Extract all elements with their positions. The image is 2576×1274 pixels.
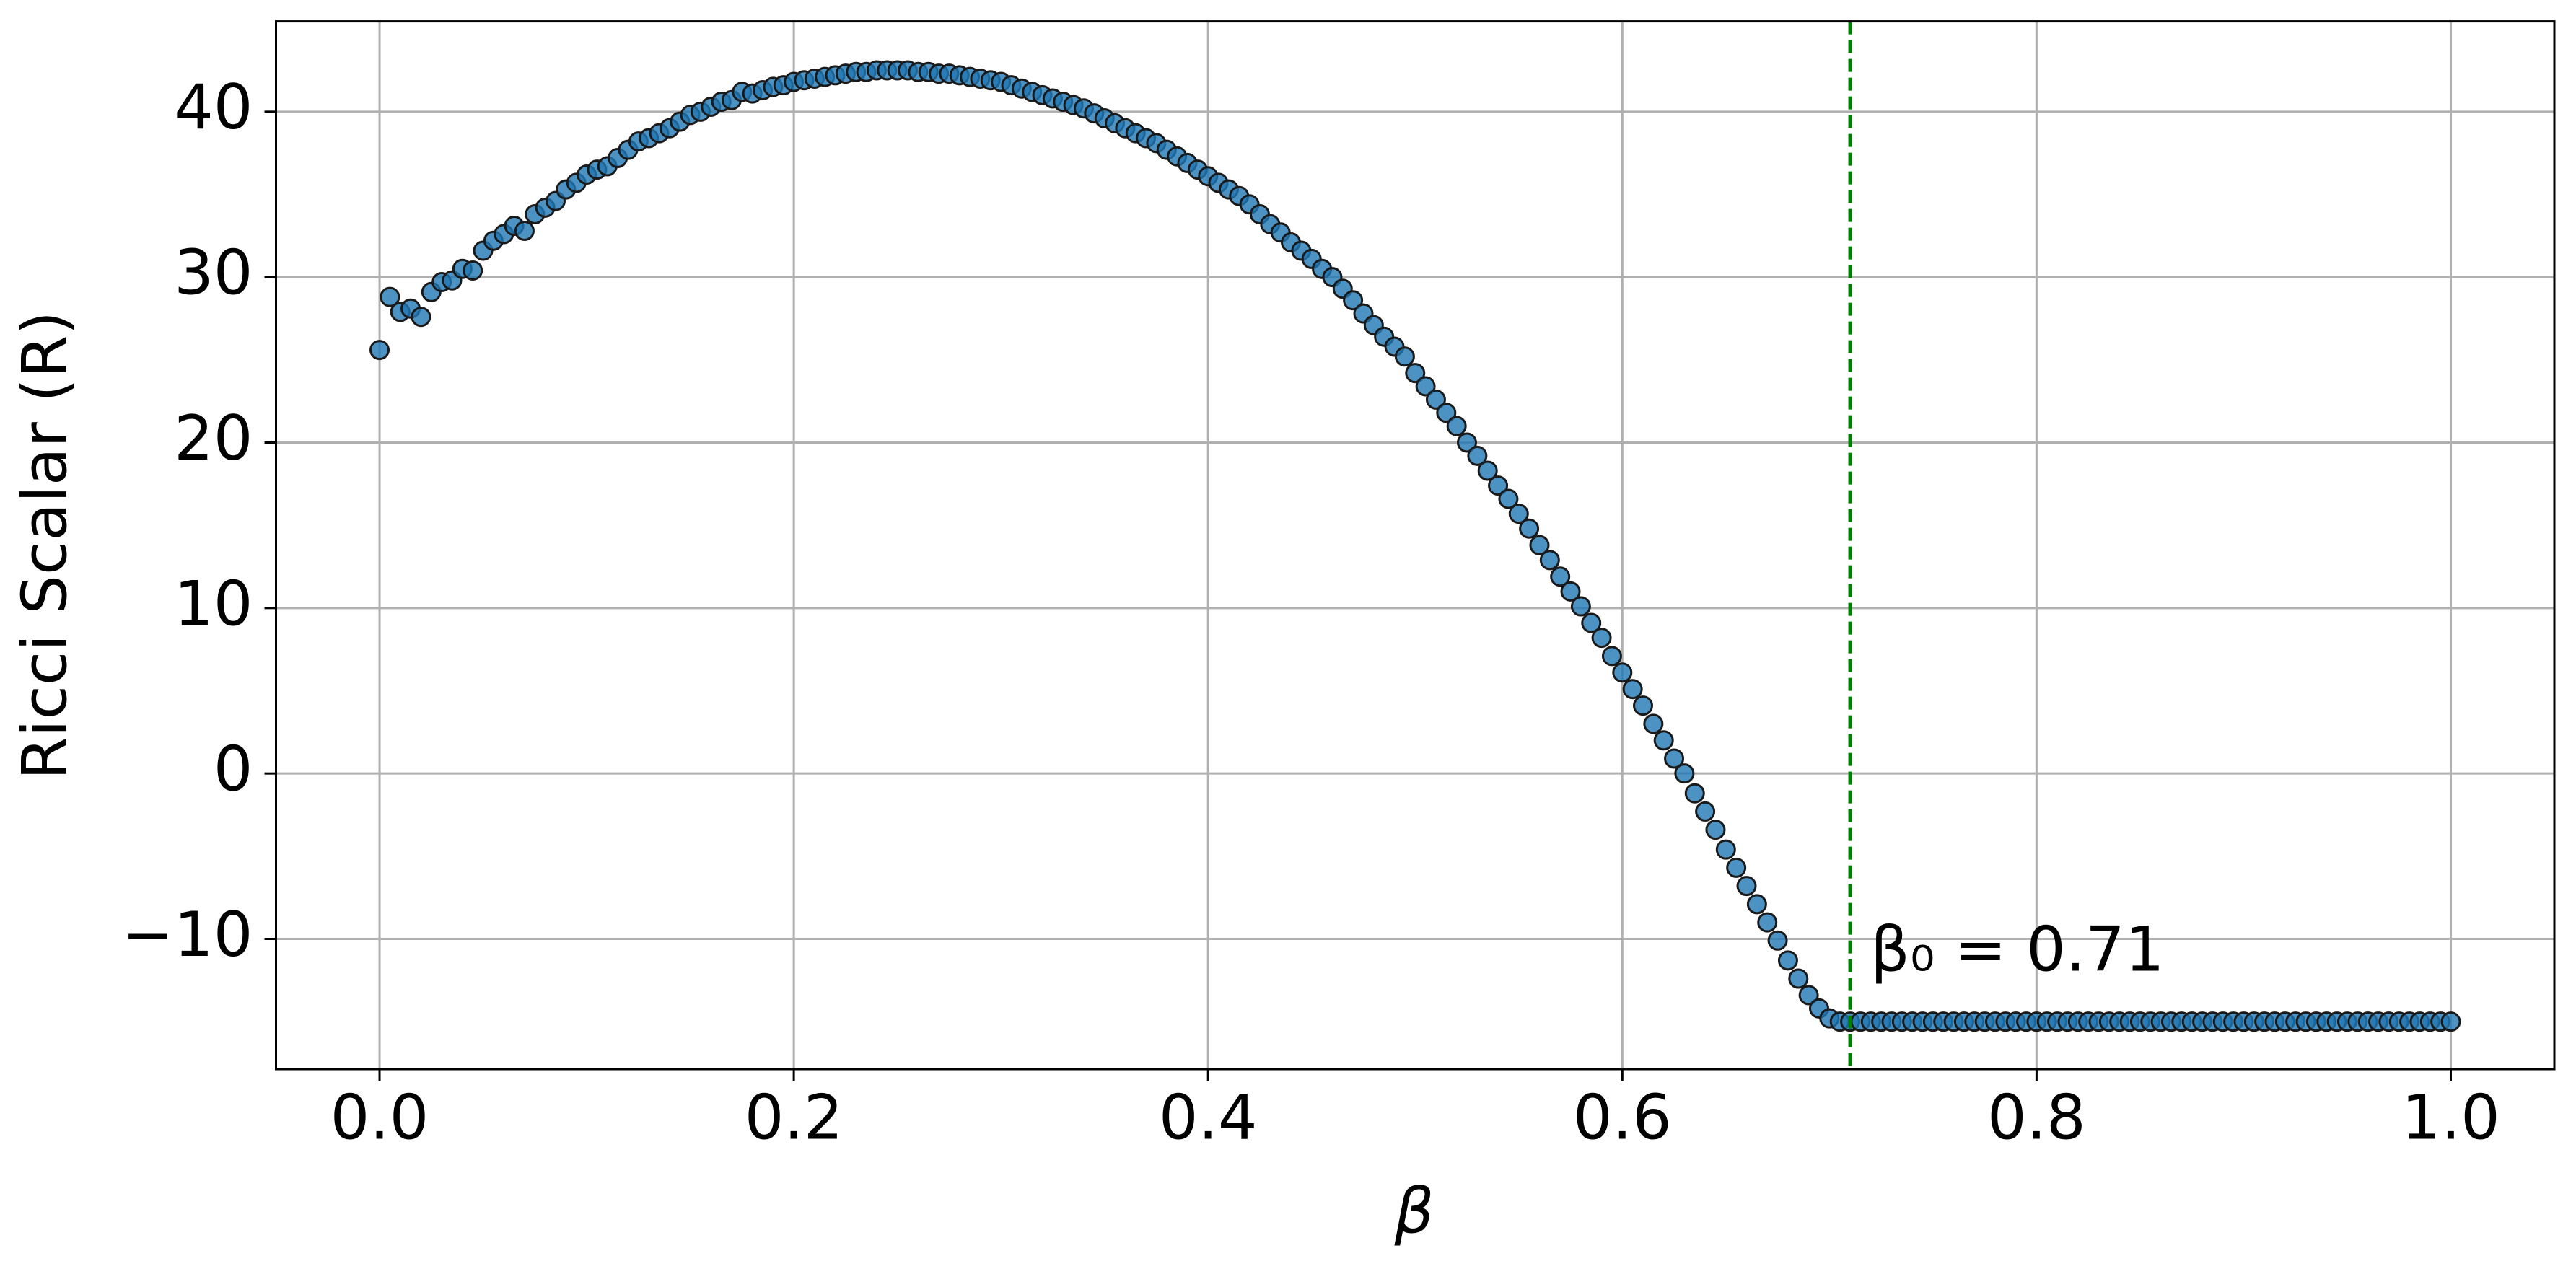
data-point	[1746, 894, 1767, 915]
data-point	[1457, 432, 1478, 453]
x-tick-label: 1.0	[2401, 1081, 2500, 1154]
data-point	[1777, 950, 1798, 971]
threshold-annotation: β₀ = 0.71	[1870, 913, 2165, 985]
data-point	[1446, 416, 1467, 436]
data-point	[1560, 581, 1581, 602]
x-tick-label: 0.2	[745, 1081, 844, 1154]
data-point	[1767, 930, 1788, 951]
marks-layer	[369, 21, 2461, 1069]
data-point	[1394, 346, 1415, 367]
data-point	[1498, 488, 1519, 509]
data-point	[1757, 912, 1778, 933]
grid-layer	[264, 21, 2554, 1081]
data-point	[1436, 403, 1457, 423]
data-point	[1581, 612, 1602, 633]
data-point	[1529, 535, 1550, 555]
x-axis-label: β	[1394, 1175, 1434, 1247]
data-point	[1591, 628, 1612, 649]
data-point	[411, 307, 431, 328]
data-point	[1664, 748, 1685, 769]
data-point	[1612, 662, 1633, 683]
data-point	[1715, 839, 1736, 860]
y-tick-label: −10	[122, 899, 253, 971]
x-tick-label: 0.4	[1159, 1081, 1258, 1154]
x-tick-label: 0.0	[330, 1081, 429, 1154]
data-point	[1705, 820, 1726, 840]
data-point	[1633, 695, 1653, 716]
data-point	[1643, 713, 1664, 734]
y-tick-label: 10	[174, 568, 253, 640]
y-tick-label: 0	[214, 734, 253, 806]
x-tick-label: 0.6	[1573, 1081, 1672, 1154]
data-point	[1601, 646, 1622, 667]
data-point	[514, 220, 535, 241]
data-point	[463, 260, 483, 281]
data-point	[1726, 857, 1747, 878]
data-point	[1467, 445, 1488, 466]
data-point	[1684, 783, 1705, 804]
data-point	[1736, 876, 1757, 897]
y-tick-label: 30	[174, 237, 253, 309]
data-point	[1425, 389, 1446, 410]
data-point	[1798, 985, 1819, 1006]
data-point	[2440, 1011, 2461, 1032]
plot-frame	[275, 20, 2556, 1071]
data-point	[1477, 460, 1498, 481]
data-point	[369, 340, 390, 361]
data-point	[1788, 968, 1809, 989]
data-point	[1674, 763, 1695, 784]
data-point	[1488, 475, 1509, 496]
y-tick-label: 20	[174, 403, 253, 475]
data-point	[1415, 376, 1436, 397]
data-point	[380, 286, 400, 307]
x-tick-label: 0.8	[1987, 1081, 2086, 1154]
data-point	[1695, 801, 1716, 822]
labels-layer: 0.0 0.2 0.4 0.6 0.8 1.0 −10 0 10 20 30 40 β₀ = 0.71	[122, 20, 2556, 1154]
data-point	[1539, 550, 1560, 571]
data-point	[1405, 363, 1426, 384]
data-point	[1622, 679, 1643, 700]
data-point	[1519, 518, 1540, 539]
data-point	[1550, 566, 1571, 587]
data-point	[1343, 290, 1364, 311]
y-tick-label: 40	[174, 71, 253, 144]
y-axis-label: Ricci Scalar (R)	[9, 311, 81, 780]
data-point	[1570, 596, 1591, 617]
data-point	[1653, 730, 1674, 751]
data-point	[1508, 504, 1529, 524]
